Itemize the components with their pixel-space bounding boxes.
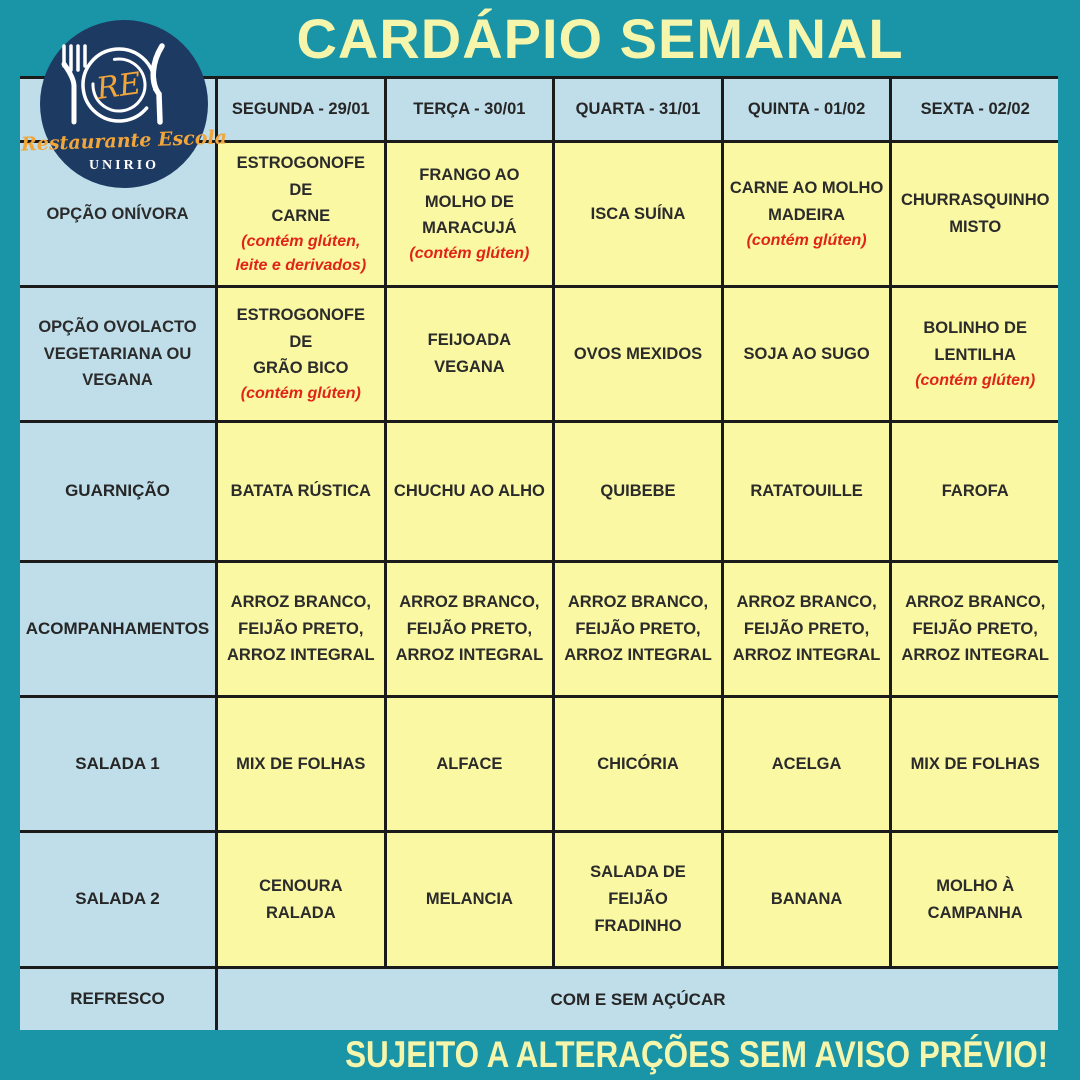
dish-name: RATATOUILLE bbox=[750, 482, 863, 501]
dish-name: ACELGA bbox=[771, 754, 842, 773]
menu-cell: CHICÓRIA bbox=[552, 695, 721, 830]
footer-disclaimer: SUJEITO A ALTERAÇÕES SEM AVISO PRÉVIO! bbox=[344, 1034, 1048, 1075]
day-header-terca: TERÇA - 30/01 bbox=[383, 79, 553, 140]
menu-cell: CHUCHU AO ALHO bbox=[383, 420, 553, 560]
menu-cell: CENOURA RALADA bbox=[215, 830, 384, 966]
row-label-text: OPÇÃO ONÍVORA bbox=[46, 204, 189, 223]
menu-cell: BATATA RÚSTICA bbox=[215, 420, 384, 560]
menu-cell: ACELGA bbox=[720, 695, 890, 830]
dish-name: ALFACE bbox=[436, 754, 503, 773]
dish-name: FRANGO AO MOLHO DE MARACUJÁ bbox=[419, 165, 520, 238]
dish-name: CARNE AO MOLHO MADEIRA bbox=[729, 179, 884, 224]
dish-name: FAROFA bbox=[941, 482, 1009, 501]
dish-name: ISCA SUÍNA bbox=[590, 204, 686, 223]
menu-cell: ARROZ BRANCO, FEIJÃO PRETO, ARROZ INTEGR… bbox=[383, 560, 553, 695]
dish-name: BOLINHO DE LENTILHA bbox=[923, 319, 1027, 364]
row-label-guarnicao: GUARNIÇÃO bbox=[20, 420, 215, 560]
menu-cell: ARROZ BRANCO, FEIJÃO PRETO, ARROZ INTEGR… bbox=[889, 560, 1058, 695]
dish-name: CHURRASQUINHO MISTO bbox=[900, 191, 1050, 236]
row-label-refresco: REFRESCO bbox=[20, 966, 215, 1030]
row-label-salada-2: SALADA 2 bbox=[20, 830, 215, 966]
menu-cell: ESTROGONOFE DE GRÃO BICO (contém glúten) bbox=[215, 285, 384, 420]
menu-cell: FRANGO AO MOLHO DE MARACUJÁ (contém glút… bbox=[383, 140, 553, 285]
dish-name: ARROZ BRANCO, FEIJÃO PRETO, ARROZ INTEGR… bbox=[564, 592, 712, 665]
dish-name: MIX DE FOLHAS bbox=[910, 754, 1040, 773]
dish-name: ARROZ BRANCO, FEIJÃO PRETO, ARROZ INTEGR… bbox=[901, 592, 1049, 665]
menu-cell: SALADA DE FEIJÃO FRADINHO bbox=[552, 830, 721, 966]
menu-cell: ESTROGONOFE DE CARNE (contém glúten, lei… bbox=[215, 140, 384, 285]
menu-cell: ALFACE bbox=[383, 695, 553, 830]
menu-cell: ARROZ BRANCO, FEIJÃO PRETO, ARROZ INTEGR… bbox=[215, 560, 384, 695]
menu-cell: ISCA SUÍNA bbox=[552, 140, 721, 285]
menu-cell: ARROZ BRANCO, FEIJÃO PRETO, ARROZ INTEGR… bbox=[720, 560, 890, 695]
row-label-text: OPÇÃO OVOLACTO VEGETARIANA OU VEGANA bbox=[38, 317, 197, 390]
menu-cell: MIX DE FOLHAS bbox=[215, 695, 384, 830]
dish-name: MELANCIA bbox=[425, 890, 513, 909]
menu-cell: MOLHO À CAMPANHA bbox=[889, 830, 1058, 966]
row-label-acompanhamentos: ACOMPANHAMENTOS bbox=[20, 560, 215, 695]
allergen-note: (contém glúten) bbox=[915, 371, 1036, 389]
dish-name: BANANA bbox=[770, 890, 843, 909]
dish-name: FEIJOADA VEGANA bbox=[427, 331, 512, 376]
menu-cell: BOLINHO DE LENTILHA (contém glúten) bbox=[889, 285, 1058, 420]
menu-cell: CHURRASQUINHO MISTO bbox=[889, 140, 1058, 285]
menu-cell: SOJA AO SUGO bbox=[720, 285, 890, 420]
day-header-segunda: SEGUNDA - 29/01 bbox=[215, 79, 384, 140]
allergen-note: (contém glúten, leite e derivados) bbox=[235, 233, 367, 275]
dish-name: ESTROGONOFE DE GRÃO BICO bbox=[236, 305, 365, 378]
weekly-menu-table: SEGUNDA - 29/01 TERÇA - 30/01 QUARTA - 3… bbox=[20, 76, 1058, 1030]
day-header-quarta: QUARTA - 31/01 bbox=[552, 79, 721, 140]
row-label-salada-1: SALADA 1 bbox=[20, 695, 215, 830]
dish-name: MOLHO À CAMPANHA bbox=[927, 876, 1023, 922]
dish-name: SALADA DE FEIJÃO FRADINHO bbox=[590, 863, 686, 935]
menu-cell: ARROZ BRANCO, FEIJÃO PRETO, ARROZ INTEGR… bbox=[552, 560, 721, 695]
dish-name: ARROZ BRANCO, FEIJÃO PRETO, ARROZ INTEGR… bbox=[732, 592, 881, 665]
allergen-note: (contém glúten) bbox=[240, 385, 361, 403]
allergen-note: (contém glúten) bbox=[746, 231, 867, 249]
plate-fork-knife-icon: RE bbox=[61, 43, 165, 125]
menu-cell: FEIJOADA VEGANA bbox=[383, 285, 553, 420]
allergen-note: (contém glúten) bbox=[409, 245, 530, 263]
dish-name: ESTROGONOFE DE CARNE bbox=[236, 153, 365, 226]
dish-name: OVOS MEXIDOS bbox=[573, 344, 703, 363]
menu-cell: BANANA bbox=[720, 830, 890, 966]
dish-name: ARROZ BRANCO, FEIJÃO PRETO, ARROZ INTEGR… bbox=[227, 592, 375, 665]
day-header-sexta: SEXTA - 02/02 bbox=[889, 79, 1058, 140]
menu-cell: RATATOUILLE bbox=[720, 420, 890, 560]
dish-name: MIX DE FOLHAS bbox=[236, 754, 366, 773]
menu-cell: MIX DE FOLHAS bbox=[889, 695, 1058, 830]
menu-cell: FAROFA bbox=[889, 420, 1058, 560]
row-label-opcao-ovolacto: OPÇÃO OVOLACTO VEGETARIANA OU VEGANA bbox=[20, 285, 215, 420]
dish-name: CHICÓRIA bbox=[597, 754, 679, 773]
dish-name: SOJA AO SUGO bbox=[743, 344, 870, 363]
dish-name: QUIBEBE bbox=[600, 482, 676, 501]
restaurant-logo: RE Restaurante Escola UNIRIO bbox=[21, 20, 227, 188]
logo-initials: RE bbox=[93, 66, 143, 107]
dish-name: ARROZ BRANCO, FEIJÃO PRETO, ARROZ INTEGR… bbox=[395, 592, 544, 665]
day-header-quinta: QUINTA - 01/02 bbox=[720, 79, 890, 140]
menu-cell: CARNE AO MOLHO MADEIRA (contém glúten) bbox=[720, 140, 890, 285]
menu-cell: OVOS MEXIDOS bbox=[552, 285, 721, 420]
dish-name: CHUCHU AO ALHO bbox=[393, 482, 545, 501]
menu-cell: MELANCIA bbox=[383, 830, 553, 966]
refresco-value-cell: COM E SEM AÇÚCAR bbox=[215, 966, 1058, 1030]
logo-institution: UNIRIO bbox=[88, 158, 160, 173]
page-title: CARDÁPIO SEMANAL bbox=[296, 7, 904, 70]
dish-name: CENOURA RALADA bbox=[259, 876, 343, 922]
dish-name: BATATA RÚSTICA bbox=[230, 482, 371, 501]
menu-cell: QUIBEBE bbox=[552, 420, 721, 560]
